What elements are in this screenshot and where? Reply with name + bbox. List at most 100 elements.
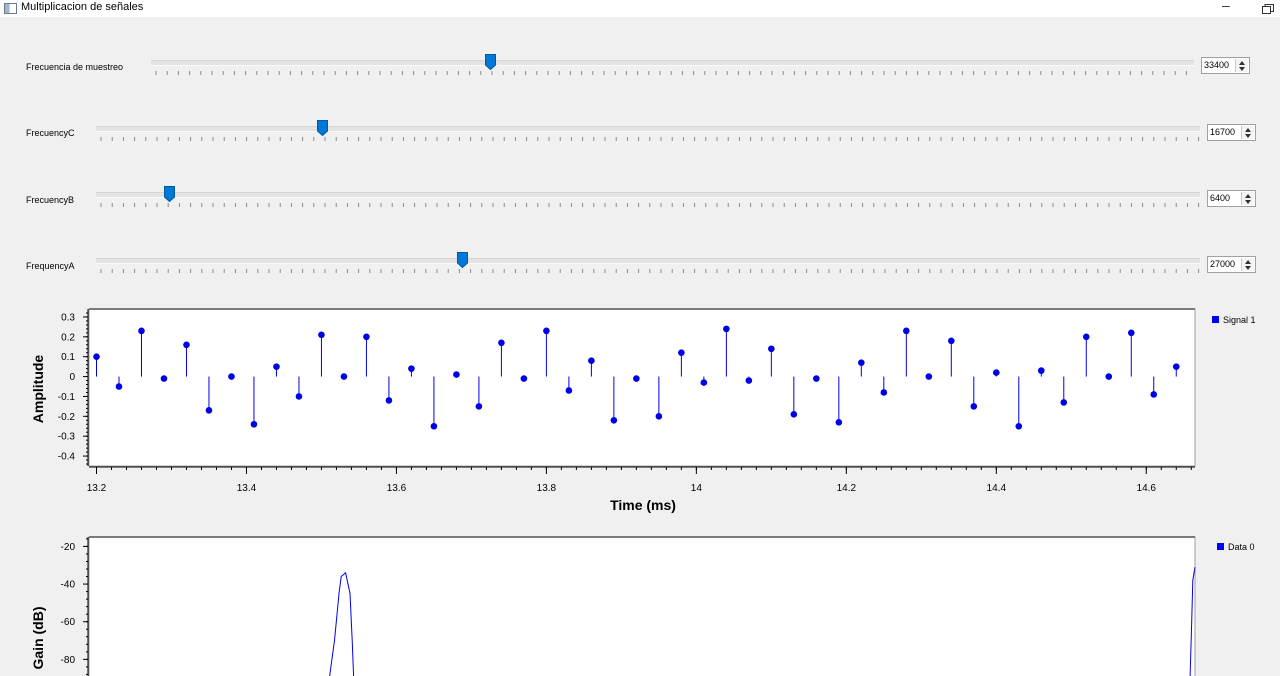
signal-data-point [1082, 333, 1090, 341]
x-tick-label: 13.8 [537, 483, 557, 494]
time-plot-y-label: Amplitude [30, 355, 46, 424]
freq-plot: -20 -40 -60 -80 Gain (dB) [30, 536, 1196, 676]
time-plot-y-axis: 0.3 0.2 0.1 0 -0.1 -0.2 -0.3 -0.4 [58, 309, 89, 466]
frequency-a-spinbox[interactable]: 27000 [1207, 256, 1256, 273]
sample-rate-slider-handle[interactable] [485, 54, 496, 70]
frequency-b-slider-groove[interactable] [96, 192, 1200, 198]
signal-data-point [768, 345, 775, 353]
frequency-b-spin-buttons[interactable] [1241, 192, 1254, 205]
spin-down-arrow-icon[interactable] [1239, 67, 1245, 71]
frequency-b-slider-handle[interactable] [164, 186, 175, 202]
y-tick-label: -0.1 [58, 392, 76, 403]
signal-data-point [1037, 367, 1045, 374]
sample-rate-value[interactable]: 33400 [1204, 60, 1230, 70]
sample-rate-spinbox[interactable]: 33400 [1201, 57, 1250, 74]
frequency-c-slider-ticks [100, 137, 1200, 141]
spin-down-arrow-icon[interactable] [1245, 266, 1251, 270]
minimize-icon[interactable]: – [1222, 0, 1230, 13]
x-tick-label: 13.2 [87, 483, 107, 494]
y-tick-label: 0 [69, 372, 75, 383]
signal-data-point [138, 327, 145, 335]
app-icon [4, 3, 17, 14]
frequency-b-slider-ticks [100, 203, 1200, 207]
signal-data-point [408, 365, 415, 372]
spin-down-arrow-icon[interactable] [1245, 200, 1251, 204]
frequency-b-value[interactable]: 6400 [1210, 193, 1231, 203]
frequency-a-spin-buttons[interactable] [1241, 258, 1254, 271]
signal-data-point [475, 403, 483, 410]
frequency-c-value[interactable]: 16700 [1210, 127, 1236, 137]
frequency-a-slider-groove[interactable] [96, 258, 1200, 264]
spin-up-arrow-icon[interactable] [1245, 128, 1251, 132]
y-tick-label: -40 [61, 580, 76, 591]
y-tick-label: 0.2 [61, 332, 75, 343]
signal-data-point [1172, 363, 1180, 370]
signal-data-point [520, 375, 528, 382]
x-tick-label: 14 [691, 483, 703, 494]
frequency-c-slider-handle[interactable] [317, 120, 328, 136]
restore-icon[interactable] [1262, 4, 1274, 14]
frequency-b-spinbox[interactable]: 6400 [1207, 190, 1256, 207]
signal-data-point [543, 327, 550, 335]
signal-data-point [363, 333, 370, 341]
signal-data-point [678, 349, 685, 357]
spin-up-arrow-icon[interactable] [1245, 260, 1251, 264]
frequency-a-value[interactable]: 27000 [1210, 259, 1236, 269]
signal-data-point [160, 375, 168, 382]
x-tick-label: 13.4 [237, 483, 257, 494]
sample-rate-spin-buttons[interactable] [1235, 59, 1248, 72]
signal-data-point [610, 416, 618, 424]
signal-data-point [250, 420, 258, 428]
signal-data-point [948, 337, 955, 345]
frequency-c-spin-buttons[interactable] [1241, 126, 1254, 139]
time-plot-legend: Signal 1 [1212, 315, 1256, 325]
time-plot-stems [93, 325, 1180, 430]
signal-data-point [205, 407, 213, 414]
y-tick-label: -20 [61, 542, 76, 553]
y-tick-label: 0.3 [61, 312, 75, 323]
signal-data-point [1015, 422, 1023, 430]
signal-data-point [565, 387, 573, 394]
y-tick-label: 0.1 [61, 352, 75, 363]
signal-data-point [858, 359, 865, 366]
signal-data-point [655, 413, 663, 420]
frequency-c-spinbox[interactable]: 16700 [1207, 124, 1256, 141]
time-plot-legend-label: Signal 1 [1223, 315, 1256, 325]
signal-data-point [880, 389, 888, 396]
signal-data-point [498, 339, 505, 347]
freq-plot-legend: Data 0 [1217, 542, 1255, 552]
signal-data-point [700, 379, 708, 386]
frequency-c-slider-groove[interactable] [96, 126, 1200, 132]
y-tick-label: -0.4 [58, 452, 76, 463]
freq-plot-y-label: Gain (dB) [30, 607, 46, 670]
y-tick-label: -60 [61, 617, 76, 628]
freq-plot-legend-label: Data 0 [1228, 542, 1255, 552]
spin-up-arrow-icon[interactable] [1239, 61, 1245, 65]
spin-up-arrow-icon[interactable] [1245, 194, 1251, 198]
signal-data-point [745, 377, 753, 384]
legend-swatch-icon [1212, 316, 1219, 324]
frequency-a-slider-ticks [100, 269, 1200, 273]
signal-data-point [228, 373, 235, 380]
frequency-b-label: FrecuencyB [26, 195, 75, 205]
time-plot-x-axis: 13.2 13.4 13.6 13.8 14 14.2 14.4 14.6 [87, 466, 1195, 494]
x-tick-label: 14.4 [987, 483, 1007, 494]
y-tick-label: -80 [61, 655, 76, 666]
signal-data-point [790, 411, 798, 418]
spin-down-arrow-icon[interactable] [1245, 134, 1251, 138]
time-plot: 0.30.20.10-0.1-0.2-0.3-0.4 13.2 13.4 13.6 1… [30, 308, 1196, 513]
sample-rate-slider-ticks [155, 71, 1187, 75]
sample-rate-slider-groove[interactable] [151, 60, 1194, 66]
legend-swatch-icon [1217, 543, 1224, 551]
signal-data-point [970, 403, 978, 410]
time-plot-x-label: Time (ms) [610, 497, 676, 513]
signal-data-point [93, 353, 100, 360]
window-title: Multiplicacion de señales [21, 1, 144, 13]
freq-plot-area [88, 536, 1196, 676]
y-tick-label: -0.3 [58, 432, 76, 443]
freq-plot-y-axis: -20 -40 -60 -80 [61, 537, 89, 676]
frequency-a-slider-handle[interactable] [457, 252, 468, 268]
signal-data-point [430, 422, 438, 430]
signal-data-point [385, 397, 393, 404]
signal-data-point [1060, 399, 1068, 406]
